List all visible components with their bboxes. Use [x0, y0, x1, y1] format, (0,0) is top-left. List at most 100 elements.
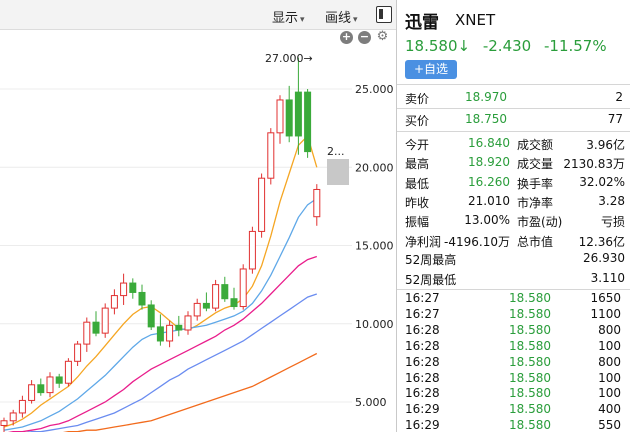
draw-line-menu-button[interactable]: 画线 ▾ — [325, 7, 358, 26]
divider — [397, 131, 630, 132]
stat-value: 16.840 — [468, 136, 510, 150]
last-price-marker: 2... — [327, 145, 345, 158]
chart-grid — [0, 88, 352, 403]
candle-body — [221, 284, 229, 300]
tick-volume: 800 — [598, 354, 621, 369]
stat-row: 最低 16.260 换手率 32.02% — [397, 172, 630, 192]
candle-body — [46, 376, 54, 394]
candle-body — [64, 360, 72, 384]
stat-label: 市净率 — [517, 195, 554, 210]
week52-high-label: 52周最高 — [405, 253, 457, 267]
stat-value: 3.28 — [598, 193, 625, 208]
stat-value: 3.96亿 — [586, 138, 625, 152]
price-change: -2.430 — [482, 37, 532, 55]
tick-time: 16:28 — [405, 370, 440, 385]
stat-label: 成交额 — [517, 138, 554, 152]
tick-row: 16:29 18.580 400 — [397, 402, 630, 418]
candle — [101, 303, 109, 338]
candle — [285, 85, 293, 143]
ask-label: 卖价 — [405, 92, 430, 106]
tick-price: 18.580 — [509, 354, 551, 369]
candle-body — [276, 99, 284, 134]
stat-label: 换手率 — [517, 176, 554, 191]
tick-price: 18.580 — [509, 338, 551, 353]
candle — [18, 395, 26, 418]
bid-label: 买价 — [405, 114, 430, 128]
tick-row: 16:28 18.580 800 — [397, 355, 630, 371]
stat-label: 市盈(动) — [517, 215, 563, 230]
candle-body — [0, 420, 8, 426]
tick-row: 16:29 18.580 550 — [397, 418, 630, 432]
candle — [120, 273, 128, 305]
candle-body — [37, 384, 45, 394]
stat-label: 净利润 — [405, 234, 442, 249]
stat-label: 昨收 — [405, 195, 430, 210]
candle — [276, 95, 284, 144]
candle — [230, 287, 238, 310]
ask-volume: 2 — [615, 90, 623, 104]
candle-layer — [0, 57, 321, 432]
tick-price: 18.580 — [509, 291, 551, 305]
candle — [55, 373, 63, 388]
bid-price: 18.750 — [465, 112, 507, 126]
candle-body — [248, 230, 256, 270]
candle — [267, 128, 275, 185]
tick-price: 18.580 — [509, 322, 551, 337]
tick-volume: 1100 — [590, 306, 621, 321]
bid-row: 买价 18.750 77 — [397, 108, 630, 130]
zoom-in-icon[interactable]: + — [340, 30, 353, 44]
candle — [110, 289, 118, 315]
candle-body — [175, 324, 183, 331]
moving-average-layer — [3, 134, 318, 432]
candle — [184, 311, 192, 335]
divider — [397, 108, 630, 109]
y-tick-label: 25.000 — [355, 83, 394, 96]
chevron-down-icon: ▾ — [353, 15, 358, 25]
candle-body — [313, 188, 321, 218]
stat-label: 振幅 — [405, 215, 430, 230]
stat-value: 13.00% — [464, 213, 510, 228]
candle-body — [92, 321, 100, 334]
display-menu-button[interactable]: 显示 ▾ — [272, 7, 305, 26]
candle — [156, 314, 164, 346]
gear-icon[interactable]: ⚙ — [376, 29, 389, 44]
add-to-watchlist-button[interactable]: +自选 — [405, 60, 457, 79]
moving-average-line — [3, 134, 318, 428]
zoom-out-icon[interactable]: − — [358, 30, 371, 44]
price-change-percent: -11.57% — [543, 37, 607, 55]
week52-high-value: 26.930 — [583, 251, 625, 265]
tick-row: 16:27 18.580 1100 — [397, 307, 630, 323]
candle — [0, 417, 8, 432]
moving-average-line — [3, 197, 318, 431]
price-cursor-marker — [327, 159, 349, 185]
candle — [92, 311, 100, 337]
tick-price: 18.580 — [509, 418, 551, 432]
moving-average-line — [26, 293, 318, 432]
tick-volume: 100 — [598, 386, 621, 401]
stat-label: 最高 — [405, 157, 430, 172]
candle-body — [55, 376, 63, 384]
candle — [37, 378, 45, 396]
week52-low-label: 52周最低 — [405, 273, 457, 287]
candle-body — [18, 399, 26, 414]
candle — [46, 372, 54, 398]
candle-body — [258, 177, 266, 232]
candlestick-chart[interactable]: 25.000 20.000 15.000 10.000 5.000 27.000→ 2.… — [0, 30, 396, 432]
stat-row: 振幅 13.00% 市盈(动) 亏损 — [397, 210, 630, 230]
tick-price: 18.580 — [509, 386, 551, 401]
candle — [193, 298, 201, 321]
stat-value: 18.920 — [468, 155, 510, 170]
stat-label: 今开 — [405, 138, 430, 152]
candle-body — [230, 298, 238, 308]
y-tick-label: 20.000 — [355, 161, 394, 174]
tick-time: 16:27 — [405, 291, 440, 305]
tick-price: 18.580 — [509, 402, 551, 417]
stat-label: 最低 — [405, 176, 430, 191]
candle — [202, 292, 210, 312]
candle-body — [166, 324, 174, 342]
candle — [74, 340, 82, 367]
tick-time: 16:29 — [405, 402, 440, 417]
tick-time: 16:28 — [405, 354, 440, 369]
candle — [166, 320, 174, 348]
panel-toggle-icon[interactable] — [376, 6, 392, 23]
